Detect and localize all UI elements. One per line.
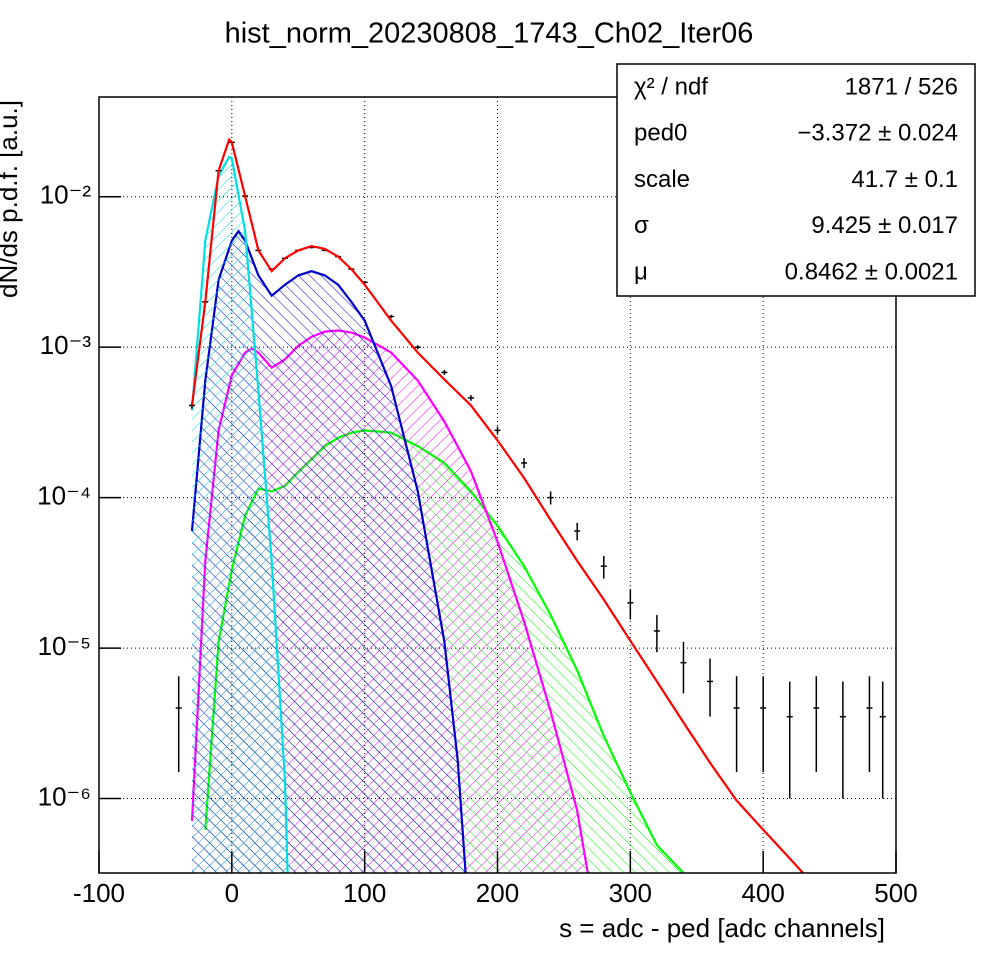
x-tick-label: 0 bbox=[225, 878, 239, 908]
stat-label: scale bbox=[634, 166, 690, 193]
x-tick-label: 300 bbox=[609, 878, 652, 908]
y-tick-label: 10⁻³ bbox=[40, 330, 92, 360]
stat-value: 0.8462 ± 0.0021 bbox=[785, 259, 958, 286]
x-tick-label: 500 bbox=[874, 878, 917, 908]
x-tick-label: 100 bbox=[343, 878, 386, 908]
x-axis-label: s = adc - ped [adc channels] bbox=[559, 913, 885, 943]
stat-label: χ² / ndf bbox=[634, 73, 708, 100]
axes: -100 0 100 200 300 400 500 10⁻⁶ 10⁻⁵ 10⁻⁴ 10⁻³ 10⁻² bbox=[37, 180, 918, 908]
stat-value: 1871 / 526 bbox=[845, 73, 958, 100]
y-tick-label: 10⁻⁶ bbox=[38, 781, 91, 811]
stat-value: 41.7 ± 0.1 bbox=[851, 166, 958, 193]
x-tick-label: 400 bbox=[741, 878, 784, 908]
y-tick-label: 10⁻⁵ bbox=[38, 631, 91, 661]
stat-value: −3.372 ± 0.024 bbox=[797, 120, 958, 147]
fit-curve bbox=[190, 155, 289, 873]
fit-curve bbox=[190, 137, 804, 873]
stat-value: 9.425 ± 0.017 bbox=[811, 212, 958, 239]
x-tick-label: 200 bbox=[476, 878, 519, 908]
y-tick-label: 10⁻⁴ bbox=[37, 481, 91, 511]
stat-label: σ bbox=[634, 212, 649, 239]
stats-box: χ² / ndf 1871 / 526 ped0 −3.372 ± 0.024 scal… bbox=[616, 63, 976, 297]
plot-area bbox=[175, 137, 886, 873]
stat-label: μ bbox=[634, 259, 648, 286]
chart-title: hist_norm_20230808_1743_Ch02_Iter06 bbox=[225, 18, 754, 50]
hatch-fill bbox=[192, 156, 288, 873]
y-tick-label: 10⁻² bbox=[40, 180, 92, 210]
y-axis-label: dN/ds p.d.f. [a.u.] bbox=[0, 100, 23, 298]
stat-label: ped0 bbox=[634, 120, 687, 147]
x-tick-label: -100 bbox=[73, 878, 125, 908]
stats-frame bbox=[616, 63, 976, 297]
